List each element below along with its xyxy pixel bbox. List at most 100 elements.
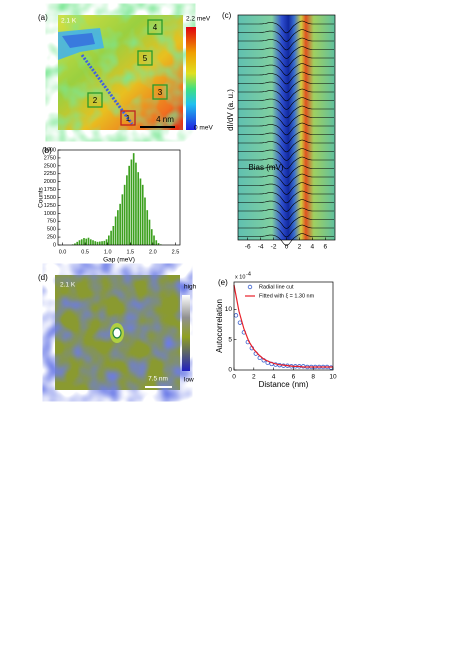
x-tick-label: 8 <box>311 374 315 381</box>
y-tick-label: 0 <box>228 367 232 374</box>
legend-label: Fitted with ξ = 1.30 nm <box>259 293 315 299</box>
legend-marker <box>247 284 253 290</box>
x-tick-label: 2.5 <box>172 249 180 255</box>
y-tick-label: 5 <box>228 336 232 343</box>
bar <box>119 203 121 245</box>
x-tick-label: 0.5 <box>81 249 89 255</box>
colorbar-min: 0 meV <box>194 125 213 132</box>
x-tick-label: -6 <box>245 244 251 251</box>
panel-label: (a) <box>38 13 48 22</box>
spectrum-decor <box>238 114 334 127</box>
scale-bar-label: 7.5 nm <box>148 376 168 383</box>
bar <box>98 241 101 245</box>
x-tick-label: -4 <box>258 244 264 251</box>
y-tick-label: 1750 <box>44 187 56 193</box>
x-tick-label: 6 <box>323 244 327 251</box>
box-label: 4 <box>153 23 158 32</box>
bar <box>141 184 144 245</box>
x-tick-label: 4 <box>311 244 315 251</box>
colorbar-max: 2.2 meV <box>186 16 211 23</box>
y-tick-label: 3000 <box>44 147 56 153</box>
multiplier: x 10 <box>235 274 245 280</box>
bar <box>101 241 103 245</box>
bar <box>146 210 149 245</box>
bar <box>130 159 133 245</box>
panel-label: (e) <box>218 278 228 287</box>
bar <box>121 194 124 245</box>
scale-bar-label: 4 nm <box>156 115 174 124</box>
x-tick-label: 2 <box>252 374 256 381</box>
spectrum-decor <box>238 54 334 68</box>
panel-a: (a) 2.1 K 1 2 3 4 5 4 nm 2.2 meV 0 meV <box>38 13 213 132</box>
x-tick-label: 0 <box>285 244 289 251</box>
bar <box>153 235 155 245</box>
y-tick-label: 250 <box>47 235 56 241</box>
box <box>120 110 136 126</box>
bar <box>114 216 117 245</box>
spectrum-decor <box>238 148 334 161</box>
colorbar-max: high <box>184 284 197 291</box>
spectrum-decor <box>238 71 334 85</box>
spectrum-decor <box>238 190 334 204</box>
y-tick-label: 2500 <box>44 163 56 169</box>
y-tick-label: 10 <box>225 306 233 313</box>
bar <box>96 241 99 245</box>
temperature: 2.1 K <box>60 282 76 289</box>
x-axis-label: Gap (meV) <box>103 257 135 264</box>
x-tick-label: 0 <box>232 374 236 381</box>
spectrum-decor <box>238 97 334 110</box>
bar <box>89 239 92 245</box>
spectrum-decor <box>238 165 334 178</box>
spectrum-decor <box>238 216 334 229</box>
x-tick-label: 1.0 <box>104 249 112 255</box>
temperature: 2.1 K <box>61 18 77 25</box>
spectrum-decor <box>238 46 334 59</box>
bar <box>117 210 119 245</box>
point <box>328 365 334 370</box>
bar <box>137 172 140 245</box>
box-label: 5 <box>143 54 148 63</box>
spectrum-decor <box>238 88 334 102</box>
y-axis-label: Counts <box>38 186 45 207</box>
y-tick-label: 2250 <box>44 171 56 177</box>
bar <box>155 240 158 245</box>
spectrum-decor <box>238 156 334 170</box>
colorbar <box>186 27 196 130</box>
y-axis-label: Autocorrelation <box>215 299 224 353</box>
bar <box>103 240 106 245</box>
bar <box>76 241 79 245</box>
x-tick-label: 2.0 <box>149 249 157 255</box>
bar <box>128 165 130 245</box>
y-tick-label: 1250 <box>44 203 56 209</box>
y-tick-label: 2750 <box>44 155 56 161</box>
spectrum-decor <box>238 37 334 51</box>
low-gap-region <box>62 33 95 48</box>
axes-frame <box>57 149 181 246</box>
bar <box>83 238 85 245</box>
bar <box>135 162 137 245</box>
spectrum-decor <box>238 105 334 119</box>
panel-label: (d) <box>38 273 48 282</box>
spectrum-decor <box>238 80 334 93</box>
bar <box>85 238 88 245</box>
bar <box>144 197 146 245</box>
x-tick-label: 0.0 <box>59 249 67 255</box>
y-tick-label: 1000 <box>44 211 56 217</box>
panel-d: (d) 2.1 K 7.5 nm high low <box>38 273 197 390</box>
bar <box>92 240 94 245</box>
bar <box>87 237 90 245</box>
x-tick-label: 6 <box>292 374 296 381</box>
panel-c-image <box>238 15 335 246</box>
box <box>87 92 103 108</box>
box-label: 3 <box>158 88 163 97</box>
spectrum-decor <box>238 233 334 246</box>
spectrum-decor <box>238 20 334 34</box>
x-tick-label: -2 <box>271 244 277 251</box>
point <box>237 320 243 325</box>
bar <box>157 243 160 245</box>
multiplier-exp: -4 <box>246 271 251 277</box>
axes-frame <box>233 281 334 371</box>
box <box>152 84 168 100</box>
spectrum-decor <box>238 173 334 187</box>
